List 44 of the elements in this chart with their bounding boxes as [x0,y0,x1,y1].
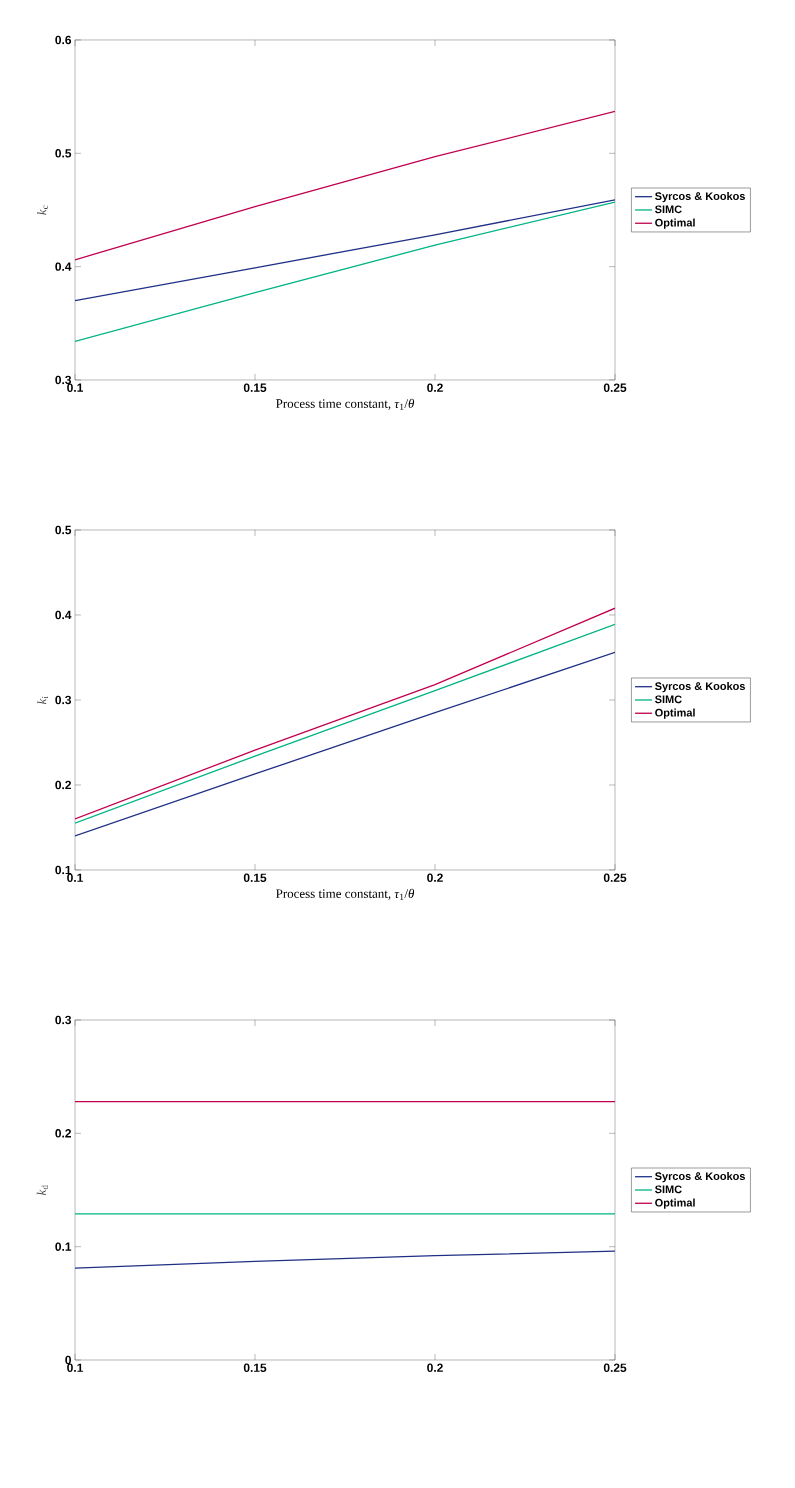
y-tick-label: 0.5 [55,525,72,535]
y-tick-label: 0.3 [55,1015,72,1025]
y-axis-title: k$_{c}$ [37,205,49,215]
x-tick-label: 0.25 [603,873,627,882]
legend-label: Optimal [655,708,695,719]
x-tick-label: 0.15 [243,873,267,882]
legend-label: Syrcos & Kookos [655,681,745,693]
y-tick-label: 0.2 [55,1129,71,1138]
y-tick-label: 0.4 [55,610,72,620]
x-axis-title: Process time constant, τ$_{1}$/θ [276,888,415,900]
legend-label: SIMC [655,1185,682,1194]
line-series [75,651,616,837]
y-tick-label: 0.1 [55,1242,72,1251]
y-tick-label: 0.6 [55,35,72,45]
x-axis-title: Process time constant, τ$_{1}$/θ [276,398,415,410]
y-tick-label: 0.3 [55,695,72,705]
x-tick-label: 0.1 [67,1363,83,1372]
x-tick-label: 0.15 [243,383,267,392]
x-tick-label: 0.25 [603,1363,627,1372]
y-tick-label: 0 [65,1355,71,1365]
y-tick-label: 0.1 [55,865,72,875]
x-tick-label: 0.1 [67,383,83,392]
legend-label: Optimal [655,1198,695,1209]
x-tick-label: 0.2 [427,1363,443,1372]
legend-label: SIMC [655,205,682,214]
line-series [75,201,616,343]
y-tick-label: 0.2 [55,780,71,790]
line-series [75,110,616,261]
x-tick-label: 0.25 [603,383,627,392]
y-axis-title: k$_{i}$ [37,696,49,705]
line-series [75,1250,616,1269]
legend-label: Optimal [655,218,695,229]
y-tick-label: 0.4 [55,262,72,271]
legend-label: SIMC [655,695,682,704]
x-tick-label: 0.2 [427,873,443,882]
x-tick-label: 0.1 [67,873,83,882]
line-series [75,199,616,302]
y-axis-title: k$_{d}$ [36,1185,49,1196]
x-tick-label: 0.15 [243,1363,267,1372]
x-tick-label: 0.2 [427,383,443,392]
y-tick-label: 0.5 [55,149,72,158]
legend-label: Syrcos & Kookos [655,191,745,203]
legend-label: Syrcos & Kookos [655,1172,745,1183]
y-tick-label: 0.3 [55,375,72,385]
